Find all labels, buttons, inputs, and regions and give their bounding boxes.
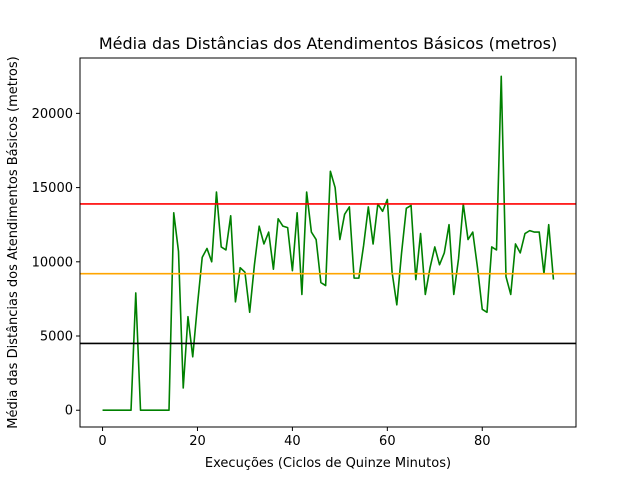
x-axis-ticks: 0 20 40 60 80 [98,427,491,449]
y-tick-label: 5000 [40,330,73,345]
x-tick-label: 0 [98,434,106,449]
plot-content [80,75,576,412]
y-tick-label: 0 [65,404,73,419]
x-axis-label: Execuções (Ciclos de Quinze Minutos) [205,456,451,471]
chart-title: Média das Distâncias dos Atendimentos Bá… [99,34,557,53]
y-tick-label: 15000 [32,181,73,196]
x-tick-label: 20 [189,434,206,449]
series-line-0 [102,75,555,412]
x-tick-label: 60 [379,434,396,449]
y-axis-label: Média das Distâncias dos Atendimentos Bá… [6,56,21,428]
y-axis-ticks: 0 5000 10000 15000 20000 [32,107,80,419]
y-tick-label: 20000 [32,107,73,122]
y-tick-label: 10000 [32,255,73,270]
plot-frame [79,57,577,428]
x-tick-label: 40 [284,434,301,449]
x-tick-label: 80 [474,434,491,449]
